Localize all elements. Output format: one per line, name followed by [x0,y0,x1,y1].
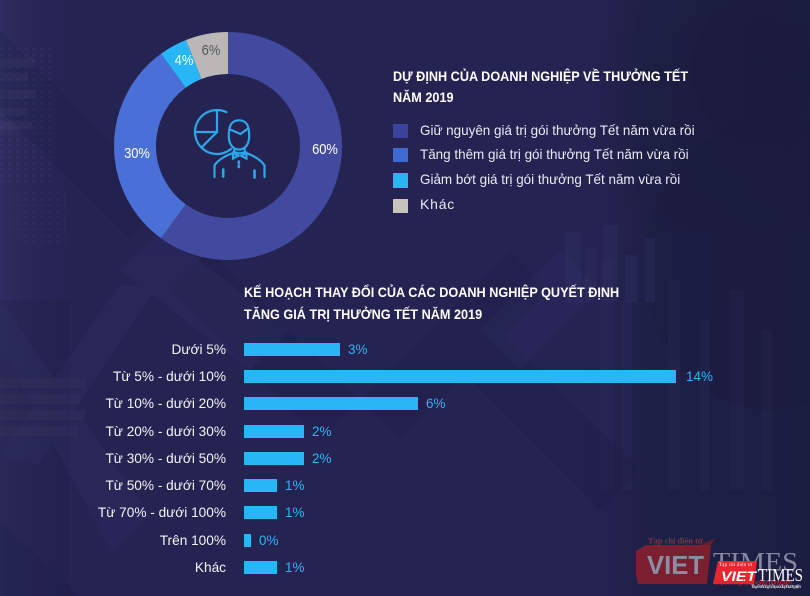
svg-text:VIET: VIET [721,569,758,584]
svg-text:Truyền thông hội tụ và đa phươ: Truyền thông hội tụ và đa phương tiện [714,578,792,587]
svg-text:Tạp chí điện tử: Tạp chí điện tử [648,536,704,546]
svg-text:Tạp chí điện tử: Tạp chí điện tử [719,563,752,568]
svg-text:VIET: VIET [647,550,704,580]
svg-text:Truyền thông hội tụ và đa phươ: Truyền thông hội tụ và đa phương tiện [751,585,802,590]
svg-text:TIMES: TIMES [758,565,803,585]
